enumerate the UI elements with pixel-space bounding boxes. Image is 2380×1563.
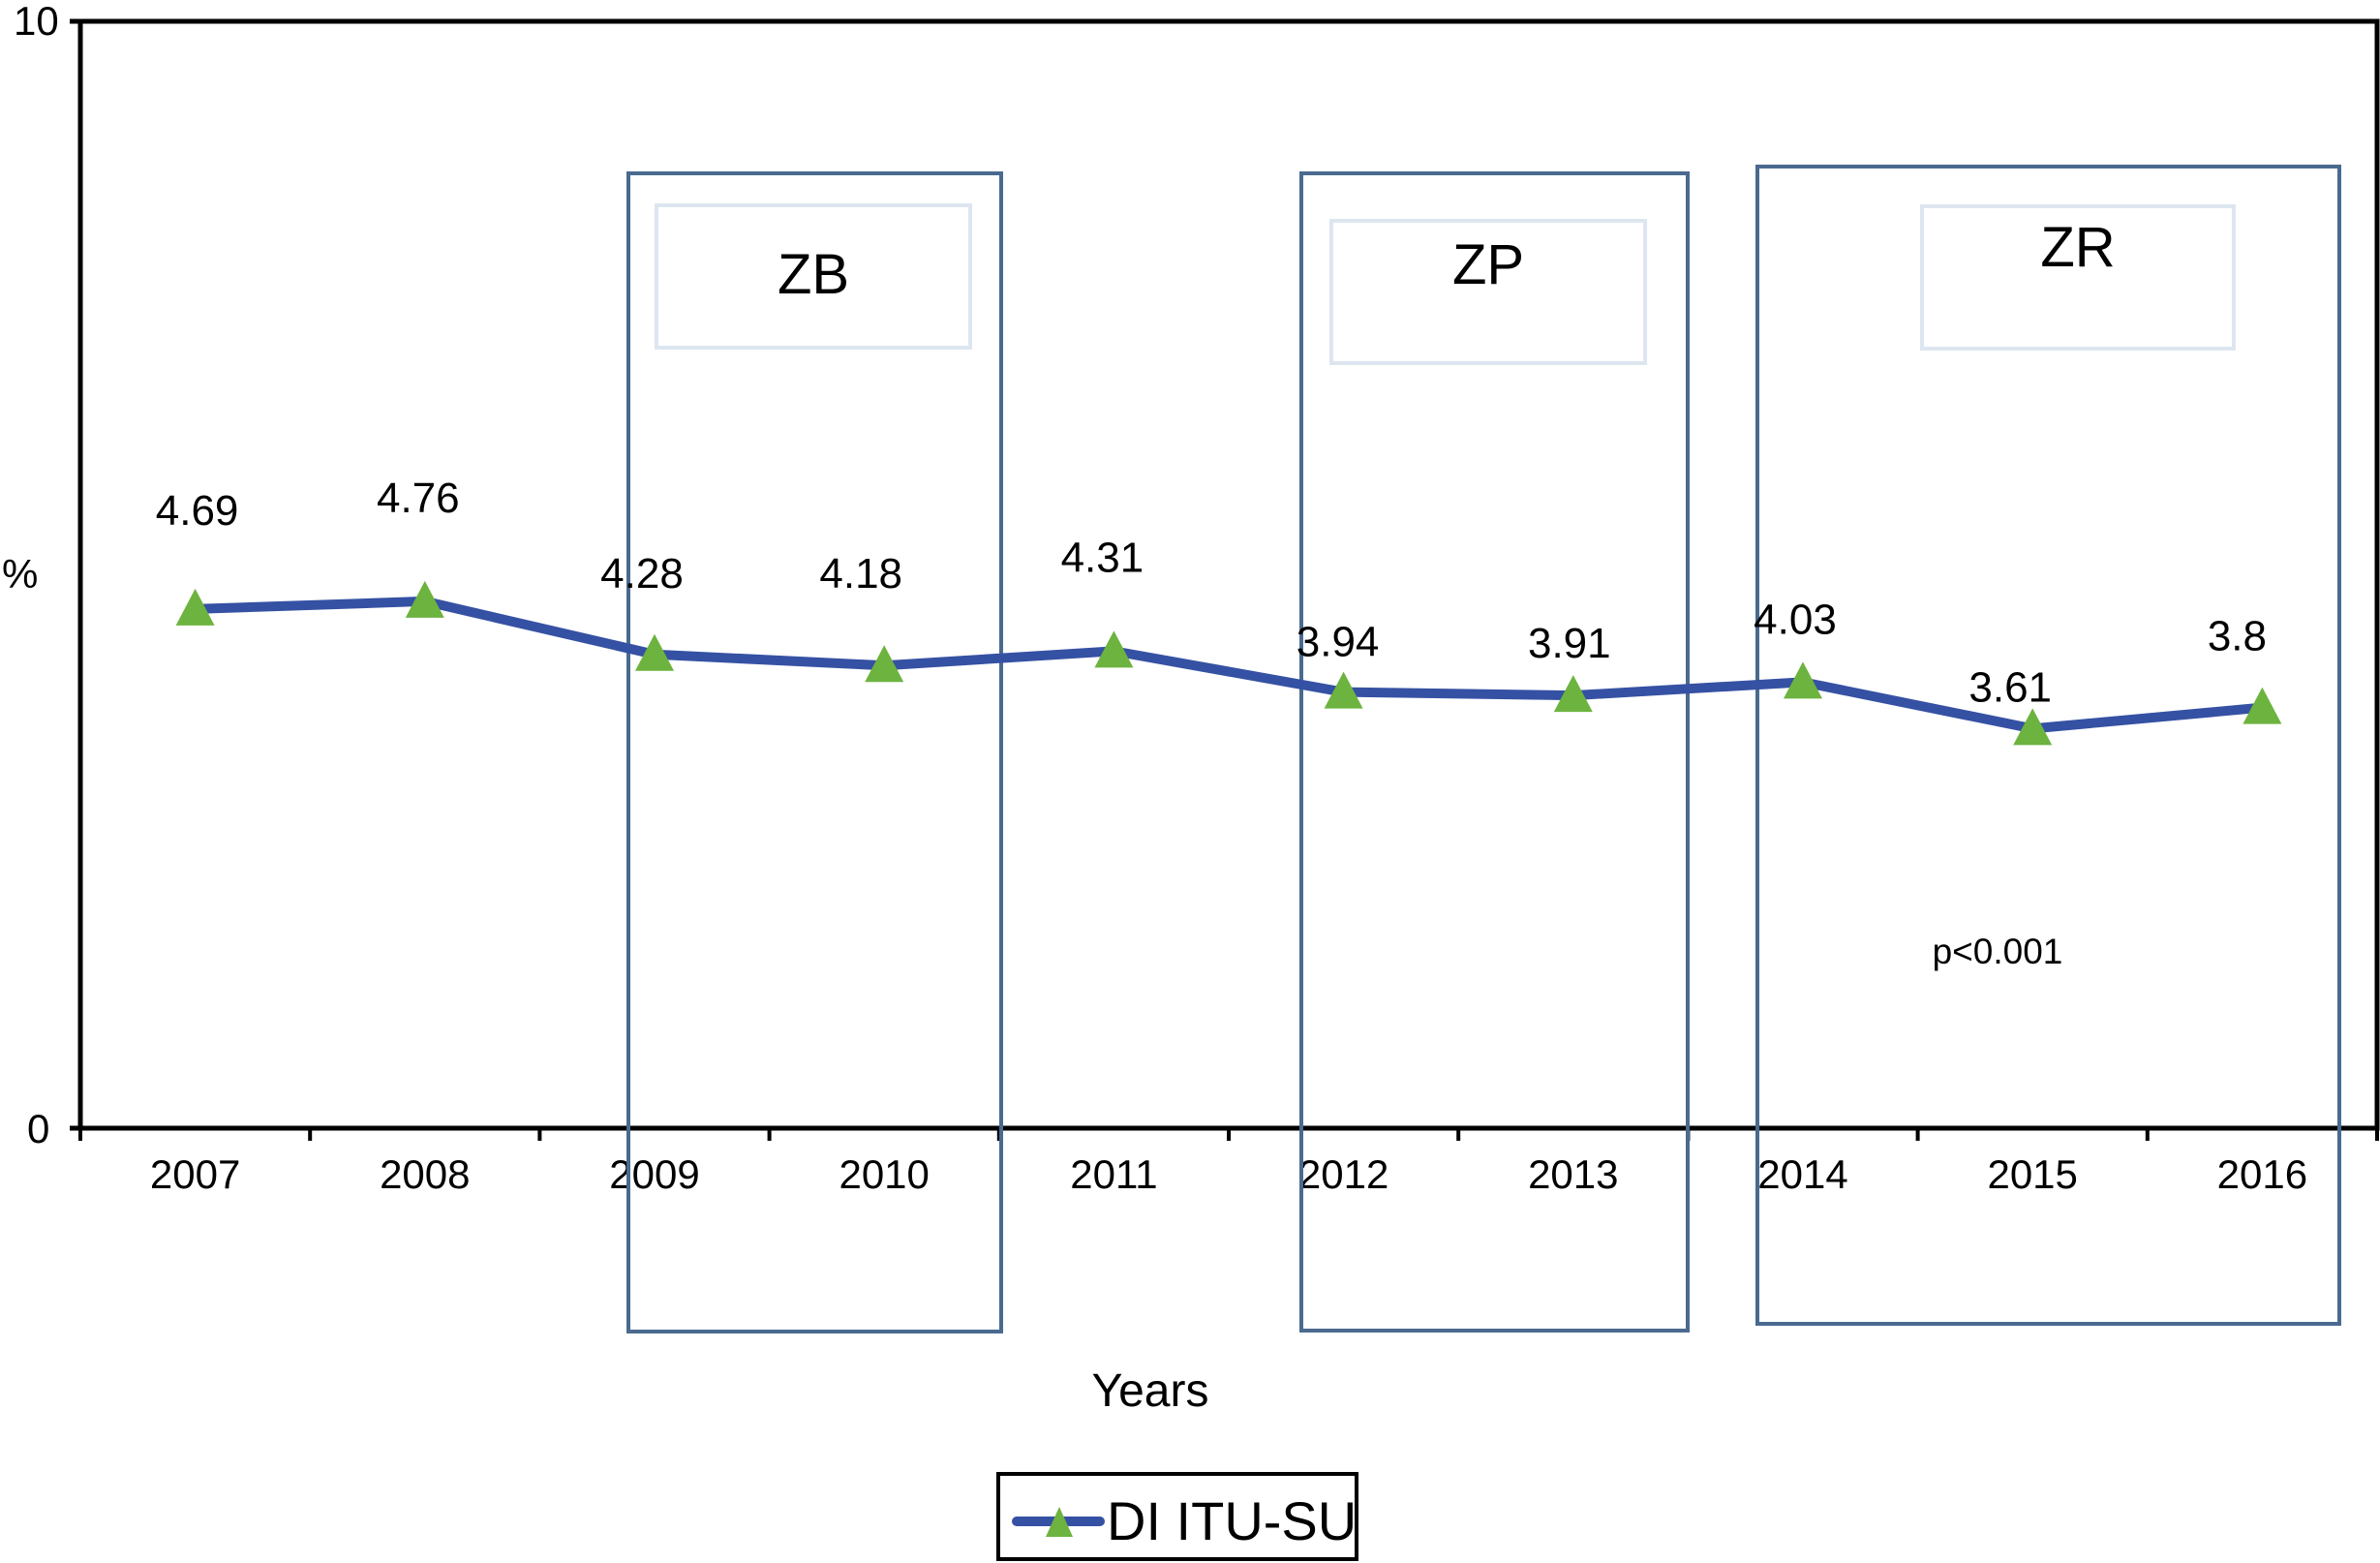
- region-label-box-zb: [655, 203, 972, 350]
- x-tick-label-2013: 2013: [1528, 1151, 1618, 1197]
- legend-triangle-icon: [1046, 1507, 1073, 1537]
- data-label-2015: 3.61: [1968, 663, 2052, 711]
- y-axis-label: %: [2, 551, 38, 597]
- data-label-2010: 4.18: [819, 550, 902, 598]
- x-tick-label-2010: 2010: [839, 1151, 929, 1197]
- region-label-zr: ZR: [2040, 216, 2115, 279]
- x-tick-label-2012: 2012: [1298, 1151, 1388, 1197]
- y-tick-label-0: 0: [27, 1106, 49, 1151]
- region-box-zr: [1755, 165, 2341, 1326]
- data-point-2012: [1324, 671, 1363, 709]
- x-tick-label-2015: 2015: [1987, 1151, 2077, 1197]
- data-label-2013: 3.91: [1528, 620, 1611, 667]
- data-label-2012: 3.94: [1297, 619, 1380, 666]
- x-tick-label-2009: 2009: [609, 1151, 699, 1197]
- data-point-2013: [1553, 675, 1593, 713]
- data-point-2007: [175, 588, 215, 626]
- legend-label: DI ITU-SU: [1107, 1490, 1357, 1551]
- data-point-2010: [865, 645, 904, 683]
- x-tick-label-2007: 2007: [150, 1151, 240, 1197]
- region-label-box-zr: [1920, 204, 2236, 351]
- x-tick-label-2014: 2014: [1757, 1151, 1847, 1197]
- data-label-2007: 4.69: [156, 487, 239, 535]
- data-point-2015: [2013, 708, 2053, 746]
- region-label-box-zp: [1329, 219, 1647, 365]
- data-label-2011: 4.31: [1061, 534, 1144, 581]
- x-tick-label-2011: 2011: [1070, 1151, 1157, 1197]
- data-label-2008: 4.76: [377, 475, 460, 522]
- x-tick-label-2008: 2008: [380, 1151, 470, 1197]
- data-label-2009: 4.28: [600, 550, 684, 598]
- data-point-2008: [405, 580, 444, 618]
- region-label-zp: ZP: [1452, 233, 1524, 296]
- legend: DI ITU-SU: [996, 1472, 1358, 1561]
- data-point-2016: [2243, 687, 2282, 724]
- data-point-2014: [1784, 661, 1822, 699]
- data-point-2011: [1094, 630, 1134, 668]
- data-point-2009: [635, 633, 674, 671]
- region-label-zb: ZB: [778, 243, 849, 306]
- x-tick-label-2016: 2016: [2217, 1151, 2307, 1197]
- y-tick-label-10: 10: [14, 0, 59, 44]
- region-box-zp: [1299, 171, 1690, 1333]
- x-axis-label: Years: [1092, 1365, 1209, 1417]
- p-value-note: p<0.001: [1933, 932, 2063, 971]
- series-line-di-itu-su: [195, 596, 2263, 734]
- data-label-2014: 4.03: [1754, 596, 1837, 643]
- region-box-zb: [626, 171, 1003, 1333]
- data-label-2016: 3.8: [2208, 613, 2267, 660]
